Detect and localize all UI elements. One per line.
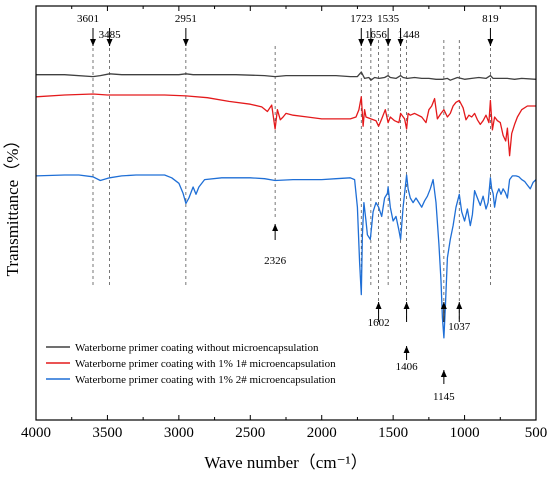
series-layer xyxy=(35,71,537,339)
peak-label-819: 819 xyxy=(482,13,499,25)
x-tick-label: 3000 xyxy=(164,425,194,441)
peak-arrow-head xyxy=(358,39,365,46)
x-tick-label: 4000 xyxy=(21,425,51,441)
peak-arrow-head xyxy=(397,39,404,46)
peak-label-1145: 1145 xyxy=(433,391,455,403)
peak-arrow-low-head xyxy=(440,370,447,377)
x-tick-label: 2500 xyxy=(235,425,265,441)
peak-arrow-head xyxy=(487,39,494,46)
x-tick-label: 3500 xyxy=(92,425,122,441)
legend: Waterborne primer coating without microe… xyxy=(46,342,336,386)
peak-arrow-head xyxy=(182,39,189,46)
x-tick-label: 2000 xyxy=(307,425,337,441)
peak-label-3601: 3601 xyxy=(77,13,99,25)
peak-label-1406: 1406 xyxy=(396,361,419,373)
legend-label-2: Waterborne primer coating with 1% 1# mic… xyxy=(75,358,336,370)
peak-arrow-head xyxy=(375,302,382,309)
peak-label-2326: 2326 xyxy=(264,255,287,267)
peak-label-1448: 1448 xyxy=(398,29,421,41)
series-line-1 xyxy=(36,71,537,81)
peak-arrow-head xyxy=(403,302,410,309)
series-line-3 xyxy=(35,174,537,339)
x-tick-label: 1000 xyxy=(450,425,480,441)
y-axis-label: Transmittance（%） xyxy=(3,132,22,277)
peak-arrow-head xyxy=(106,39,113,46)
peak-arrow-head xyxy=(456,302,463,309)
legend-label-1: Waterborne primer coating without microe… xyxy=(75,342,319,354)
peak-label-1602: 1602 xyxy=(368,317,390,329)
peak-arrow-head xyxy=(272,224,279,231)
peak-label-1037: 1037 xyxy=(448,321,471,333)
peak-label-1656: 1656 xyxy=(365,29,388,41)
peak-arrow-head xyxy=(440,302,447,309)
peak-label-1723: 1723 xyxy=(350,13,373,25)
peak-label-3485: 3485 xyxy=(99,29,122,41)
x-axis-label: Wave number（cm⁻¹） xyxy=(204,453,367,472)
peak-arrow-low-head xyxy=(403,346,410,353)
x-tick-label: 1500 xyxy=(378,425,408,441)
x-tick-label: 500 xyxy=(525,425,548,441)
peak-arrow-head xyxy=(90,39,96,46)
series-line-2 xyxy=(35,93,536,157)
axes-layer: 4000 3500 3000 2500 2000 1500 1000 500 xyxy=(21,5,548,441)
legend-label-3: Waterborne primer coating with 1% 2# mic… xyxy=(75,374,336,386)
peak-label-2951: 2951 xyxy=(175,13,197,25)
peak-arrow-head xyxy=(385,39,392,46)
peak-arrow-head xyxy=(367,39,374,46)
peak-label-1535: 1535 xyxy=(377,13,400,25)
